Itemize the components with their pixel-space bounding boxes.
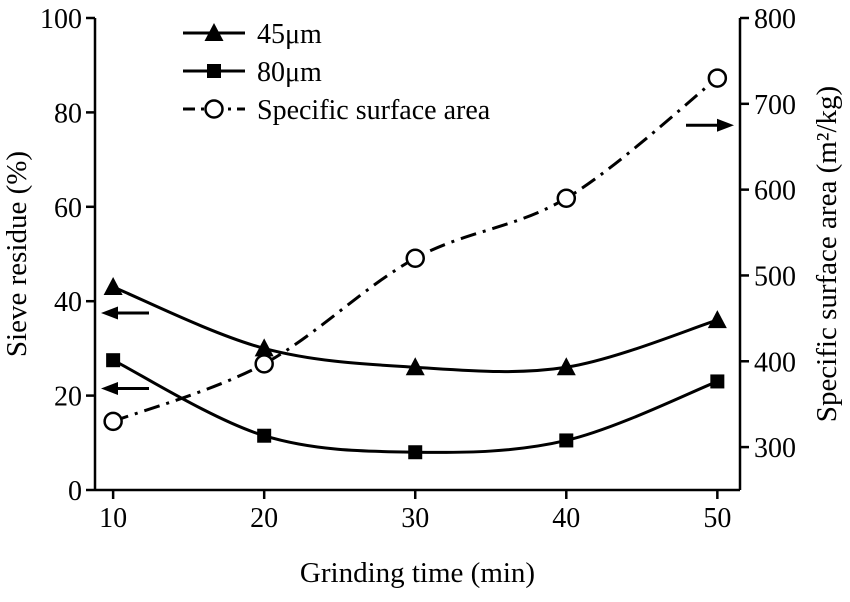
right-axis-tick-label: 400 bbox=[754, 347, 796, 378]
right-axis-tick-label: 300 bbox=[754, 433, 796, 464]
left-arrow-icon bbox=[101, 382, 118, 396]
right-axis-tick-label: 700 bbox=[754, 90, 796, 121]
left-axis-tick-label: 100 bbox=[40, 4, 82, 35]
square-marker bbox=[559, 433, 574, 448]
right-axis-tick-label: 500 bbox=[754, 261, 796, 292]
series-line bbox=[112, 76, 719, 423]
right-y-axis-title: Specific surface area (m²/kg) bbox=[811, 86, 843, 422]
right-axis-ticks: 300 400 500 600 700 800 bbox=[740, 4, 796, 464]
triangle-marker bbox=[405, 357, 425, 376]
left-axis-tick-label: 40 bbox=[54, 287, 82, 318]
left-axis-tick-label: 60 bbox=[54, 193, 82, 224]
x-axis-tick-label: 50 bbox=[703, 503, 731, 534]
triangle-marker bbox=[707, 310, 727, 329]
square-marker bbox=[408, 445, 423, 460]
x-axis-tick-label: 20 bbox=[250, 503, 278, 534]
triangle-marker bbox=[556, 357, 576, 376]
square-marker bbox=[710, 374, 725, 389]
left-y-axis-title: Sieve residue (%) bbox=[1, 151, 33, 357]
circle-marker bbox=[204, 99, 224, 119]
left-axis-tick-label: 80 bbox=[54, 98, 82, 129]
circle-marker bbox=[556, 188, 577, 208]
circle-marker bbox=[405, 248, 425, 269]
right-axis-tick-label: 800 bbox=[754, 4, 796, 35]
x-axis-ticks: 10 20 30 40 50 bbox=[99, 490, 731, 534]
x-axis-tick-label: 30 bbox=[401, 503, 429, 534]
square-marker bbox=[257, 428, 272, 443]
axis-arrows bbox=[101, 118, 734, 396]
left-axis-tick-label: 20 bbox=[54, 382, 82, 413]
circle-marker bbox=[254, 354, 274, 374]
x-axis-tick-label: 40 bbox=[552, 503, 580, 534]
legend-label: 80μm bbox=[257, 57, 322, 88]
legend-item: 80μm bbox=[183, 57, 322, 88]
square-marker bbox=[106, 353, 121, 368]
x-axis-tick-label: 10 bbox=[99, 503, 127, 534]
square-marker bbox=[207, 64, 221, 78]
legend-label: Specific surface area bbox=[257, 95, 491, 126]
triangle-marker bbox=[254, 338, 274, 357]
left-axis-ticks: 0 20 40 60 80 100 bbox=[40, 4, 95, 507]
triangle-marker bbox=[103, 277, 123, 296]
legend-item: Specific surface area bbox=[183, 95, 491, 126]
legend-item: 45μm bbox=[183, 19, 322, 50]
series-specific-surface-area bbox=[103, 68, 728, 432]
legend-label: 45μm bbox=[257, 19, 322, 50]
axis-titles: Grinding time (min) Sieve residue (%) Spec… bbox=[1, 86, 843, 589]
triangle-marker bbox=[204, 23, 224, 41]
circle-marker bbox=[707, 68, 728, 88]
circle-marker bbox=[103, 411, 123, 432]
axes bbox=[93, 18, 742, 492]
right-arrow-icon bbox=[717, 118, 734, 132]
right-axis-tick-label: 600 bbox=[754, 176, 796, 207]
legend: 45μm 80μm Specific surface area bbox=[183, 19, 491, 126]
series-80μm bbox=[106, 353, 725, 460]
left-axis-tick-label: 0 bbox=[68, 476, 82, 507]
left-arrow-icon bbox=[101, 306, 118, 320]
series-45μm bbox=[103, 277, 727, 376]
x-axis-title: Grinding time (min) bbox=[300, 557, 535, 589]
